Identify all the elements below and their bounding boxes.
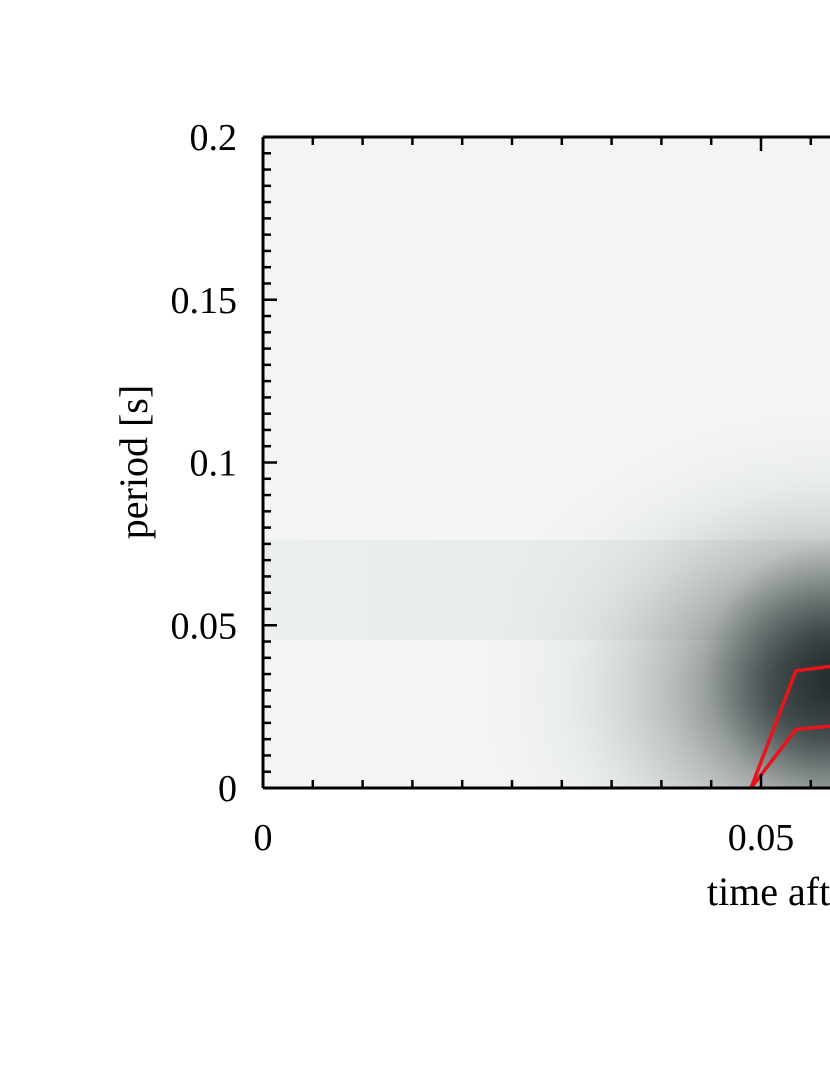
x-tick-label: 0.05 (728, 817, 795, 859)
axes-layer: 00.050.100.050.10.150.2 (171, 117, 830, 859)
heatmap-core (263, 137, 830, 788)
plot-area (263, 137, 830, 788)
x-axis-label: time after bounce [s] (707, 869, 830, 914)
y-tick-label: 0.1 (190, 443, 238, 485)
y-tick-label: 0 (218, 768, 237, 810)
x-tick-label: 0 (254, 817, 273, 859)
y-axis-label: period [s] (111, 385, 156, 539)
y-tick-label: 0.05 (171, 605, 238, 647)
y-tick-label: 0.15 (171, 280, 238, 322)
y-tick-label: 0.2 (190, 117, 238, 159)
